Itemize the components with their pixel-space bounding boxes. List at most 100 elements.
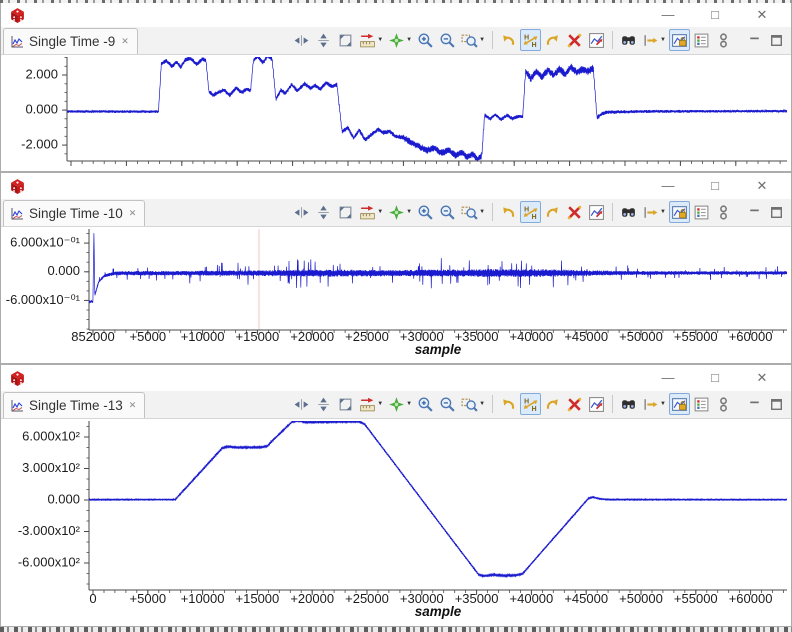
zoom-selection-icon[interactable]: ▼: [459, 393, 487, 415]
measure-cursor-icon[interactable]: ▼: [357, 201, 385, 223]
search-icon[interactable]: [618, 201, 639, 223]
goto-sample-icon[interactable]: ▼: [640, 393, 668, 415]
redo-zoom-icon[interactable]: [542, 393, 563, 415]
add-marker-icon[interactable]: ▼: [386, 201, 414, 223]
window-minimize-button[interactable]: —: [661, 7, 675, 22]
fit-window-icon[interactable]: [335, 393, 356, 415]
undo-zoom-icon[interactable]: [498, 29, 519, 51]
goto-sample-icon[interactable]: ▼: [640, 29, 668, 51]
svg-text:+10000: +10000: [181, 591, 225, 606]
svg-text:0: 0: [89, 591, 96, 606]
zoom-selection-icon[interactable]: ▼: [459, 29, 487, 51]
window-close-button[interactable]: ✕: [756, 370, 768, 385]
plot-area[interactable]: 6.000x10² 3.000x10² 0.000 -3.000x10² -6.000x…: [1, 419, 791, 626]
redo-zoom-icon[interactable]: [542, 201, 563, 223]
window-minimize-button[interactable]: —: [661, 178, 675, 193]
delete-markers-icon[interactable]: [564, 393, 585, 415]
window-titlebar: — □ ✕: [1, 3, 791, 27]
window-close-button[interactable]: ✕: [756, 7, 768, 22]
dropdown-arrow-icon[interactable]: ▼: [479, 37, 486, 43]
delete-markers-icon[interactable]: [564, 201, 585, 223]
minimize-view-icon[interactable]: [744, 29, 765, 51]
lock-scale-icon[interactable]: [669, 393, 690, 415]
search-icon[interactable]: [618, 393, 639, 415]
maximize-view-icon[interactable]: [766, 201, 787, 223]
signal-tab[interactable]: Single Time -9 ✕: [3, 28, 138, 54]
chart-properties-icon[interactable]: [586, 201, 607, 223]
svg-text:0.000: 0.000: [47, 263, 80, 278]
maximize-view-icon[interactable]: [766, 29, 787, 51]
zoom-in-icon[interactable]: [415, 393, 436, 415]
link-views-icon[interactable]: [713, 201, 734, 223]
legend-icon[interactable]: [691, 201, 712, 223]
lock-scale-icon[interactable]: [669, 201, 690, 223]
lock-scale-icon[interactable]: [669, 29, 690, 51]
add-marker-icon[interactable]: ▼: [386, 393, 414, 415]
zoom-out-icon[interactable]: [437, 201, 458, 223]
window-maximize-button[interactable]: □: [711, 178, 719, 193]
dropdown-arrow-icon[interactable]: ▼: [660, 209, 666, 215]
maximize-view-icon[interactable]: [766, 393, 787, 415]
fit-width-icon[interactable]: [291, 201, 312, 223]
link-views-icon[interactable]: [713, 29, 734, 51]
dropdown-arrow-icon[interactable]: ▼: [660, 401, 666, 407]
window-maximize-button[interactable]: □: [711, 7, 719, 22]
legend-icon[interactable]: [691, 393, 712, 415]
fit-height-icon[interactable]: [313, 29, 334, 51]
tab-close-icon[interactable]: ✕: [128, 400, 137, 410]
legend-icon[interactable]: [691, 29, 712, 51]
chart-properties-icon[interactable]: [586, 393, 607, 415]
svg-text:2.000: 2.000: [25, 66, 58, 81]
dropdown-arrow-icon[interactable]: ▼: [479, 209, 486, 215]
measure-cursor-icon[interactable]: ▼: [357, 393, 385, 415]
svg-text:+55000: +55000: [674, 591, 718, 606]
measure-cursor-icon[interactable]: ▼: [357, 29, 385, 51]
zoom-in-icon[interactable]: [415, 29, 436, 51]
dropdown-arrow-icon[interactable]: ▼: [406, 37, 413, 43]
window-close-button[interactable]: ✕: [756, 178, 768, 193]
svg-text:+5000: +5000: [130, 591, 167, 606]
search-icon[interactable]: [618, 29, 639, 51]
window-maximize-button[interactable]: □: [711, 370, 719, 385]
dropdown-arrow-icon[interactable]: ▼: [660, 37, 666, 43]
delete-markers-icon[interactable]: [564, 29, 585, 51]
add-marker-icon[interactable]: ▼: [386, 29, 414, 51]
fit-height-icon[interactable]: [313, 201, 334, 223]
plot-area[interactable]: 2.000 0.000 -2.000: [1, 55, 791, 171]
dropdown-arrow-icon[interactable]: ▼: [406, 209, 413, 215]
dropdown-arrow-icon[interactable]: ▼: [377, 209, 384, 215]
fit-width-icon[interactable]: [291, 29, 312, 51]
zoom-out-icon[interactable]: [437, 393, 458, 415]
fit-window-icon[interactable]: [335, 201, 356, 223]
window-minimize-button[interactable]: —: [661, 370, 675, 385]
link-views-icon[interactable]: [713, 393, 734, 415]
goto-sample-icon[interactable]: ▼: [640, 201, 668, 223]
fit-width-icon[interactable]: [291, 393, 312, 415]
dropdown-arrow-icon[interactable]: ▼: [406, 401, 413, 407]
dropdown-arrow-icon[interactable]: ▼: [377, 37, 384, 43]
zoom-out-icon[interactable]: [437, 29, 458, 51]
minimize-view-icon[interactable]: [744, 201, 765, 223]
zoom-selection-icon[interactable]: ▼: [459, 201, 487, 223]
dropdown-arrow-icon[interactable]: ▼: [377, 401, 384, 407]
fit-height-icon[interactable]: [313, 393, 334, 415]
redo-zoom-icon[interactable]: [542, 29, 563, 51]
tab-close-icon[interactable]: ✕: [121, 36, 129, 46]
signal-tab[interactable]: Single Time -13 ✕: [3, 392, 146, 418]
dropdown-arrow-icon[interactable]: ▼: [479, 401, 486, 407]
tab-close-icon[interactable]: ✕: [128, 208, 137, 218]
minimize-view-icon[interactable]: [744, 393, 765, 415]
undo-zoom-icon[interactable]: [498, 393, 519, 415]
svg-text:+40000: +40000: [510, 591, 554, 606]
fit-window-icon[interactable]: [335, 29, 356, 51]
svg-text:+15000: +15000: [236, 329, 280, 344]
chart-properties-icon[interactable]: [586, 29, 607, 51]
undo-zoom-icon[interactable]: [498, 201, 519, 223]
waveform-chart-icon: [10, 399, 24, 413]
plot-area[interactable]: 6.000x10⁻⁰¹ 0.000 -6.000x10⁻⁰¹ 852000 +5000 +…: [1, 227, 791, 363]
zoom-in-icon[interactable]: [415, 201, 436, 223]
signal-tab[interactable]: Single Time -10 ✕: [3, 200, 146, 226]
